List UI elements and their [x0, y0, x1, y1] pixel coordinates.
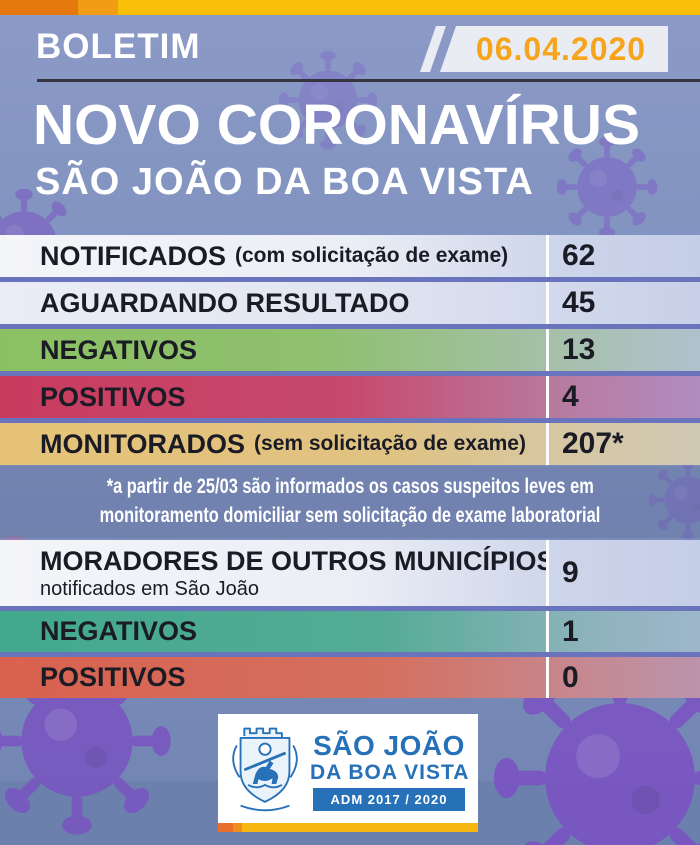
- table-row-aguardando: AGUARDANDO RESULTADO 45: [0, 282, 700, 324]
- table-row-moradores: MORADORES DE OUTROS MUNICÍPIOS notificad…: [0, 540, 700, 606]
- header-divider: [37, 79, 700, 82]
- row-label: NEGATIVOS: [40, 334, 198, 365]
- row-value: 9: [546, 540, 700, 606]
- row-label: POSITIVOS: [40, 381, 186, 412]
- row-label-cell: AGUARDANDO RESULTADO: [0, 282, 546, 324]
- row-label: NEGATIVOS: [40, 616, 198, 646]
- row-label: AGUARDANDO RESULTADO: [40, 287, 410, 318]
- adm-badge: ADM 2017 / 2020: [313, 788, 465, 811]
- top-accent-stripe: [0, 0, 700, 15]
- table-row-positivos-outros: POSITIVOS 0: [0, 657, 700, 698]
- row-gap: [0, 418, 700, 423]
- row-label-cell: POSITIVOS: [0, 376, 546, 418]
- footnote-line-1: *a partir de 25/03 são informados os cas…: [106, 475, 594, 499]
- row-label: MONITORADOS: [40, 428, 246, 459]
- row-gap: [0, 606, 700, 611]
- date-banner: 06.04.2020: [440, 26, 668, 72]
- logo-accent-stripe: [218, 823, 478, 832]
- row-value: 13: [546, 329, 700, 371]
- row-sublabel: (com solicitação de exame): [235, 244, 509, 267]
- row-label-cell: POSITIVOS: [0, 657, 546, 698]
- table-row-positivos: POSITIVOS 4: [0, 376, 700, 418]
- row-gap: [0, 324, 700, 329]
- row-value: 207*: [546, 423, 700, 465]
- row-gap: [0, 371, 700, 376]
- row-value: 4: [546, 376, 700, 418]
- row-value: 0: [546, 657, 700, 698]
- city-logo-box: SÃO JOÃO DA BOA VISTA ADM 2017 / 2020: [218, 714, 478, 832]
- table-row-negativos-outros: NEGATIVOS 1: [0, 611, 700, 652]
- row-sublabel: (sem solicitação de exame): [254, 432, 526, 455]
- row-sublabel: notificados em São João: [40, 577, 260, 600]
- main-title: NOVO CORONAVÍRUS: [33, 93, 640, 157]
- row-value: 62: [546, 235, 700, 277]
- date-banner-slash: [420, 26, 446, 72]
- city-coat-of-arms-icon: [232, 727, 298, 812]
- logo-city-name-2: DA BOA VISTA: [310, 761, 470, 784]
- table-row-negativos: NEGATIVOS 13: [0, 329, 700, 371]
- table-row-notificados: NOTIFICADOS (com solicitação de exame) 6…: [0, 235, 700, 277]
- row-gap: [0, 652, 700, 657]
- bulletin-date: 06.04.2020: [475, 30, 647, 67]
- row-value: 1: [546, 611, 700, 652]
- row-label-cell: NEGATIVOS: [0, 329, 546, 371]
- row-label-cell: MONITORADOS (sem solicitação de exame): [0, 423, 546, 465]
- row-label-cell: NOTIFICADOS (com solicitação de exame): [0, 235, 546, 277]
- footnote-line-2: monitoramento domiciliar sem solicitação…: [99, 504, 601, 527]
- subtitle-city: SÃO JOÃO DA BOA VISTA: [35, 161, 534, 203]
- logo-city-name: SÃO JOÃO: [313, 730, 465, 761]
- row-value: 45: [546, 282, 700, 324]
- table-row-monitorados: MONITORADOS (sem solicitação de exame) 2…: [0, 423, 700, 465]
- row-label: MORADORES DE OUTROS MUNICÍPIOS: [40, 545, 546, 576]
- row-label: NOTIFICADOS: [40, 240, 226, 271]
- row-gap: [0, 277, 700, 282]
- monitorados-footnote: *a partir de 25/03 são informados os cas…: [0, 466, 700, 538]
- row-label: POSITIVOS: [40, 662, 186, 692]
- bulletin-kicker: BOLETIM: [36, 27, 201, 66]
- row-label-cell: MORADORES DE OUTROS MUNICÍPIOS notificad…: [0, 540, 546, 606]
- row-label-cell: NEGATIVOS: [0, 611, 546, 652]
